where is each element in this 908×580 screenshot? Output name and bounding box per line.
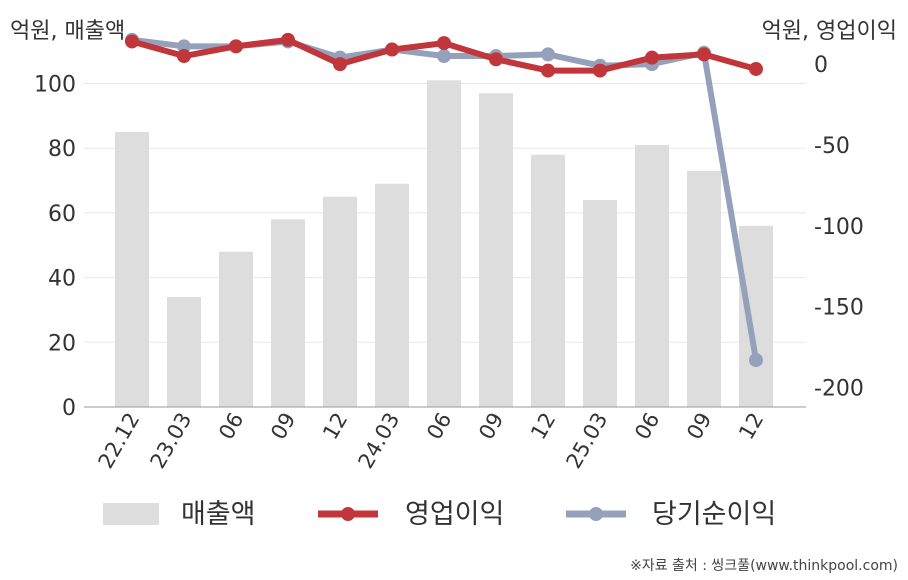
bar (271, 219, 305, 407)
series-point (177, 39, 191, 54)
series-point (229, 39, 243, 54)
bar (323, 196, 357, 407)
right-axis-ticks: 0 -50 -100 -150 -200 (814, 53, 864, 401)
left-tick-label: 0 (62, 396, 76, 421)
bar (531, 154, 565, 407)
legend: 매출액 영업이익 당기순이익 (103, 499, 776, 530)
legend-swatch-sales (103, 503, 159, 525)
bar (479, 93, 513, 408)
x-tick-label: 22.12 (93, 409, 144, 473)
left-axis-label: 억원, 매출액 (10, 19, 125, 44)
bar (635, 144, 669, 407)
x-tick-label: 06 (214, 409, 248, 444)
left-tick-label: 60 (48, 202, 76, 227)
bar (687, 170, 721, 407)
bar (167, 297, 201, 407)
series-point (489, 52, 503, 67)
right-axis-label: 억원, 영업이익 (762, 19, 897, 44)
bar (219, 251, 253, 407)
x-tick-label: 09 (474, 409, 508, 444)
bar (427, 80, 461, 407)
legend-label-operating-profit: 영업이익 (405, 499, 504, 530)
left-axis-ticks: 0 20 40 60 80 100 (34, 73, 76, 421)
series-point (541, 47, 555, 62)
bar (115, 132, 149, 408)
x-tick-label: 12 (318, 409, 352, 444)
series-point (281, 32, 295, 47)
lines (125, 32, 763, 368)
series-point (541, 63, 555, 78)
bars (115, 80, 773, 408)
series-point (645, 50, 659, 65)
legend-marker-operating-profit (341, 507, 355, 521)
series-point (749, 61, 763, 76)
series-point (593, 63, 607, 78)
right-tick-label: 0 (814, 53, 828, 78)
series-point (697, 47, 711, 62)
x-tick-label: 09 (682, 409, 716, 444)
legend-label-sales: 매출액 (181, 499, 256, 530)
series-point (333, 57, 347, 72)
source-note: ※자료 출처 : 씽크풀(www.thinkpool.com) (630, 558, 898, 574)
right-tick-label: -50 (814, 134, 850, 159)
series-point (749, 353, 763, 368)
series-point (437, 36, 451, 51)
x-tick-label: 23.03 (145, 409, 196, 473)
bar (583, 199, 617, 407)
series-point (385, 42, 399, 57)
right-tick-label: -200 (814, 377, 864, 402)
right-tick-label: -100 (814, 215, 864, 240)
legend-marker-net-income (589, 507, 603, 521)
series-point (125, 34, 139, 49)
legend-label-net-income: 당기순이익 (652, 499, 776, 530)
x-axis-ticks: 22.12 23.03 06 09 12 24.03 06 09 12 25.03 06 09 12 (93, 409, 768, 473)
left-tick-label: 100 (34, 73, 76, 98)
x-tick-label: 24.03 (353, 409, 404, 473)
series-point (177, 49, 191, 64)
x-tick-label: 25.03 (561, 409, 612, 473)
bar (739, 225, 773, 407)
x-tick-label: 12 (526, 409, 560, 444)
left-tick-label: 40 (48, 267, 76, 292)
x-tick-label: 12 (734, 409, 768, 444)
left-tick-label: 20 (48, 331, 76, 356)
x-tick-label: 09 (266, 409, 300, 444)
left-tick-label: 80 (48, 137, 76, 162)
series-point (437, 49, 451, 64)
right-tick-label: -150 (814, 296, 864, 321)
x-tick-label: 06 (630, 409, 664, 444)
bar (375, 183, 409, 407)
x-tick-label: 06 (422, 409, 456, 444)
